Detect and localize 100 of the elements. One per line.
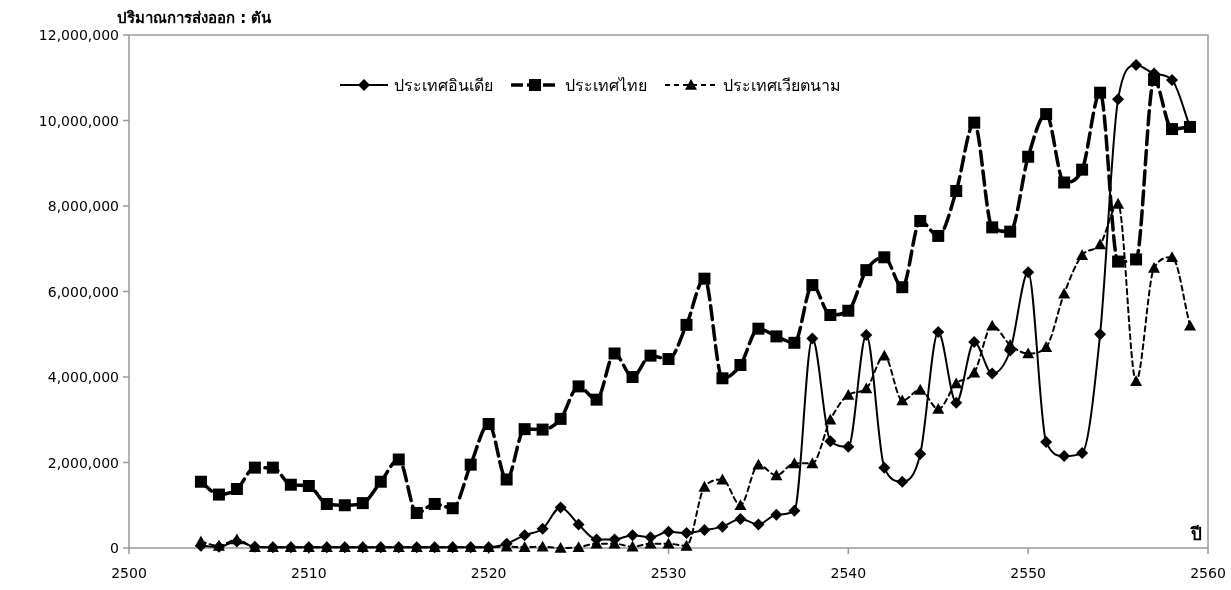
point: [716, 372, 729, 385]
point: [680, 527, 693, 540]
point: [194, 475, 207, 488]
point: [896, 394, 909, 406]
point: [1166, 123, 1179, 136]
point: [788, 457, 801, 469]
point: [752, 518, 765, 531]
point: [572, 541, 585, 552]
point: [1058, 176, 1071, 189]
point: [698, 272, 711, 285]
point: [1112, 255, 1125, 268]
point: [590, 393, 603, 406]
y-tick-label: 2,000,000: [47, 454, 119, 471]
point: [626, 540, 639, 552]
point: [1058, 287, 1071, 299]
point: [770, 330, 783, 343]
point: [518, 529, 531, 542]
point: [932, 229, 945, 242]
point: [644, 349, 657, 362]
point: [266, 461, 279, 474]
point: [572, 380, 585, 393]
point: [950, 185, 963, 198]
point: [914, 214, 927, 227]
point: [1166, 73, 1179, 86]
y-tick-label: 4,000,000: [47, 369, 119, 385]
point: [896, 475, 909, 488]
point: [806, 279, 819, 292]
x-tick-label: 2530: [650, 565, 687, 581]
x-tick-label: 2510: [291, 565, 327, 581]
point: [896, 281, 909, 294]
point: [1004, 225, 1017, 238]
point: [338, 499, 351, 512]
point: [284, 478, 297, 491]
point: [482, 418, 495, 431]
point: [860, 382, 873, 394]
point: [1076, 163, 1089, 176]
point: [320, 497, 333, 510]
point: [842, 388, 855, 400]
point: [842, 440, 855, 453]
point: [1184, 120, 1197, 133]
point: [356, 497, 369, 510]
point: [986, 319, 999, 331]
x-tick-label: 2520: [470, 565, 507, 581]
point: [968, 335, 981, 348]
point: [1040, 341, 1053, 352]
point: [302, 480, 315, 493]
point: [1022, 150, 1035, 163]
point: [1076, 447, 1089, 460]
point: [932, 403, 945, 414]
point: [770, 469, 783, 481]
point: [824, 435, 837, 448]
y-axis-title: ปริมาณการส่งออก : ตัน: [117, 9, 273, 27]
point: [626, 529, 639, 542]
point: [860, 264, 873, 277]
point: [734, 499, 747, 511]
point: [554, 412, 567, 425]
point: [680, 539, 693, 551]
point: [1094, 328, 1107, 341]
point: [392, 453, 405, 466]
point: [806, 332, 819, 345]
point: [770, 508, 783, 521]
point: [500, 473, 513, 486]
point: [986, 221, 999, 234]
point: [662, 353, 675, 366]
point: [662, 537, 675, 549]
point: [1130, 253, 1143, 266]
point: [212, 488, 225, 501]
x-tick-label: 2540: [830, 565, 867, 581]
point: [554, 542, 567, 553]
point: [1094, 86, 1107, 99]
y-tick-label: 8,000,000: [47, 198, 119, 214]
point: [950, 396, 963, 409]
point: [374, 475, 387, 488]
point: [878, 461, 891, 474]
y-tick-label: 6,000,000: [47, 283, 119, 300]
point: [734, 512, 747, 525]
point: [806, 457, 819, 469]
point: [626, 371, 639, 383]
point: [914, 447, 927, 460]
point: [734, 359, 747, 372]
x-axis-title: ปี: [1190, 524, 1202, 544]
point: [824, 309, 837, 322]
legend-label: ประเทศเวียตนาม: [723, 76, 841, 95]
point: [968, 366, 981, 378]
point: [860, 329, 873, 342]
y-tick-label: 10,000,000: [38, 112, 119, 129]
point: [572, 518, 585, 531]
point: [1112, 197, 1125, 209]
point: [662, 525, 675, 538]
point: [1184, 319, 1197, 331]
point: [932, 326, 945, 339]
point: [230, 483, 243, 496]
point: [1148, 261, 1161, 273]
point: [554, 501, 567, 514]
x-tick-label: 2560: [1190, 565, 1226, 581]
point: [248, 461, 261, 474]
point: [518, 423, 531, 436]
point: [1166, 251, 1179, 263]
point: [698, 524, 711, 537]
point: [608, 347, 621, 360]
